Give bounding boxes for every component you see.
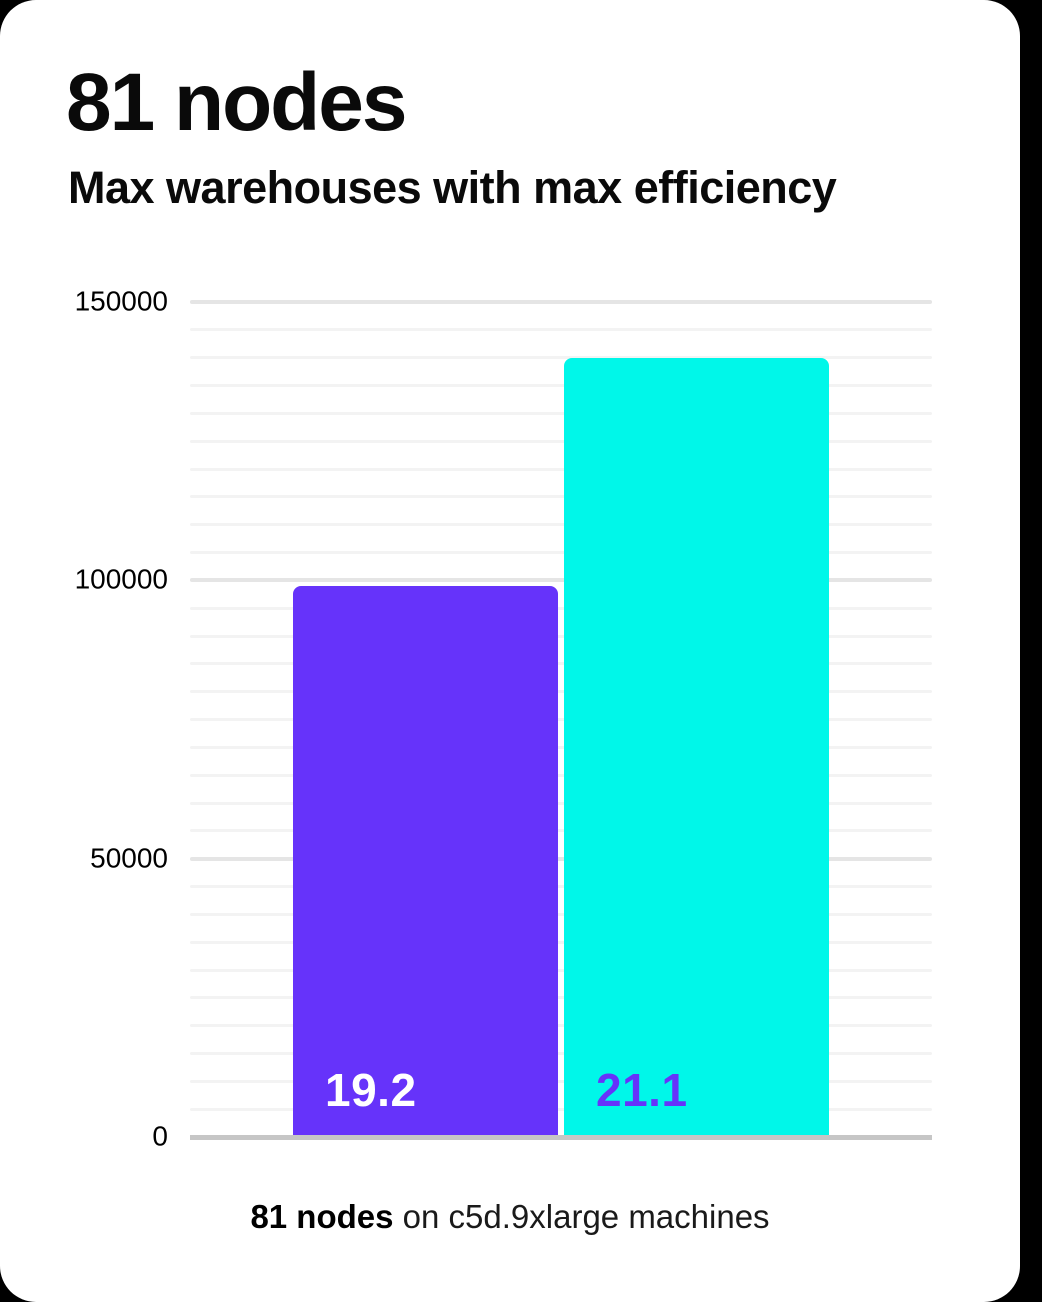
gridline-minor xyxy=(190,773,932,777)
gridline-major xyxy=(190,856,932,861)
caption-bold-text: 81 nodes xyxy=(250,1198,394,1235)
gridline-minor xyxy=(190,829,932,833)
gridline-minor xyxy=(190,1024,932,1028)
gridline-minor xyxy=(190,551,932,554)
x-axis-baseline xyxy=(190,1135,932,1140)
y-axis-tick-label: 50000 xyxy=(90,842,168,874)
gridline-minor xyxy=(190,495,932,499)
gridline-major xyxy=(190,578,932,583)
gridline-minor xyxy=(190,745,932,749)
bar-data-label: 19.2 xyxy=(325,1063,417,1116)
gridline-minor xyxy=(190,356,932,360)
gridline-minor xyxy=(190,996,932,1000)
gridline-minor xyxy=(190,662,932,666)
chart-subtitle: Max warehouses with max efficiency xyxy=(68,162,837,213)
gridline-minor xyxy=(190,968,932,972)
bar-chart-plot-area: 0 50000 100000 150000 19.2 21.1 xyxy=(74,285,932,1152)
chart-caption: 81 nodes on c5d.9xlarge machines xyxy=(0,1198,1020,1236)
gridline-minor xyxy=(190,439,932,443)
gridline-minor xyxy=(190,634,932,638)
bar-data-label: 21.1 xyxy=(596,1063,688,1116)
gridline-minor xyxy=(190,801,932,805)
gridline-minor xyxy=(190,1052,932,1055)
chart-card: 81 nodes Max warehouses with max efficie… xyxy=(0,0,1020,1302)
gridline-minor xyxy=(190,467,932,471)
gridline-minor xyxy=(190,718,932,721)
bar-cyan: 21.1 xyxy=(564,357,829,1137)
chart-title: 81 nodes xyxy=(66,57,407,148)
gridline-minor xyxy=(190,940,932,944)
gridline-minor xyxy=(190,384,932,387)
gridline-major xyxy=(190,300,932,304)
gridline-minor xyxy=(190,885,932,888)
gridline-minor xyxy=(190,1079,932,1083)
gridline-minor xyxy=(190,690,932,694)
gridline-minor xyxy=(190,523,932,527)
gridline-minor xyxy=(190,328,932,332)
y-axis-tick-label: 0 xyxy=(152,1120,168,1152)
y-axis-tick-label: 100000 xyxy=(74,563,168,595)
gridline-minor xyxy=(190,606,932,610)
caption-regular-text: on c5d.9xlarge machines xyxy=(393,1198,770,1235)
y-axis-tick-label: 150000 xyxy=(74,285,168,317)
gridline-minor xyxy=(190,411,932,415)
gridline-minor xyxy=(190,1107,932,1111)
bar-purple: 19.2 xyxy=(293,585,558,1137)
gridline-minor xyxy=(190,912,932,916)
